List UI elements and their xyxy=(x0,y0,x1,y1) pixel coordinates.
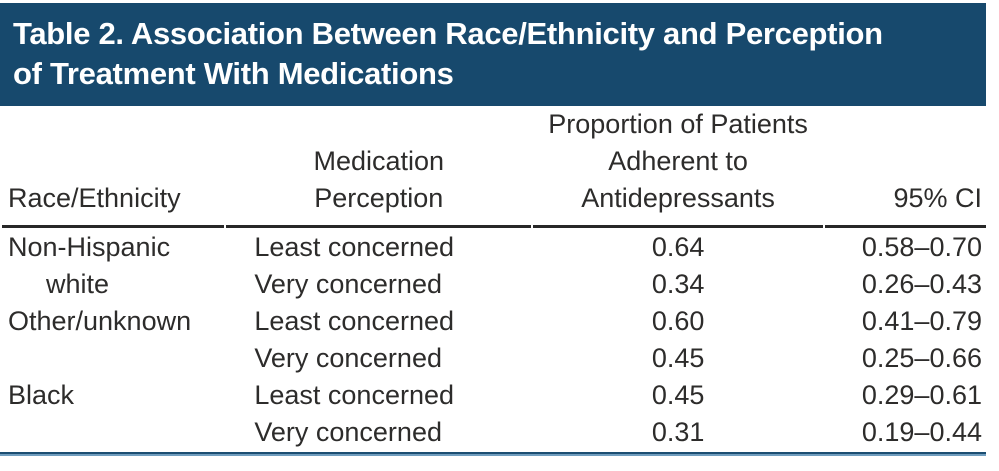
table-row: white Very concerned 0.34 0.26–0.43 xyxy=(2,265,986,302)
header-row: Race/Ethnicity Medication Perception Pro… xyxy=(2,106,986,228)
cell-race: Other/unknown xyxy=(8,305,192,336)
table-title: Table 2. Association Between Race/Ethnic… xyxy=(13,16,883,91)
column-header-proportion-adherent: Proportion of Patients Adherent to Antid… xyxy=(533,106,823,228)
table-row: Other/unknown Least concerned 0.60 0.41–… xyxy=(2,302,986,339)
cell-ci: 0.41–0.79 xyxy=(861,305,982,336)
table-row: Very concerned 0.31 0.19–0.44 xyxy=(2,413,986,450)
table-bottom-rule xyxy=(0,452,986,456)
cell-perception: Least concerned xyxy=(254,379,454,410)
cell-proportion: 0.31 xyxy=(651,416,705,447)
cell-proportion: 0.45 xyxy=(651,342,705,373)
cell-ci: 0.29–0.61 xyxy=(861,379,982,410)
cell-ci: 0.58–0.70 xyxy=(861,231,982,262)
column-header-95-ci: 95% CI xyxy=(824,106,986,228)
cell-perception: Very concerned xyxy=(254,268,442,299)
cell-ci: 0.19–0.44 xyxy=(861,416,982,447)
cell-perception: Least concerned xyxy=(254,305,454,336)
cell-perception: Very concerned xyxy=(254,342,442,373)
cell-proportion: 0.60 xyxy=(651,305,705,336)
table-title-banner: Table 2. Association Between Race/Ethnic… xyxy=(0,3,986,106)
table-header: Race/Ethnicity Medication Perception Pro… xyxy=(2,106,986,228)
column-header-medication-perception: Medication Perception xyxy=(226,106,532,228)
table-row: Black Least concerned 0.45 0.29–0.61 xyxy=(2,376,986,413)
cell-race: Black xyxy=(8,379,75,410)
table-row: Non-Hispanic Least concerned 0.64 0.58–0… xyxy=(2,228,986,265)
cell-ci: 0.26–0.43 xyxy=(861,268,982,299)
cell-proportion: 0.45 xyxy=(651,379,705,410)
cell-race xyxy=(2,413,224,450)
cell-perception: Least concerned xyxy=(254,231,454,262)
cell-race: Non-Hispanic xyxy=(8,231,171,262)
table-body: Non-Hispanic Least concerned 0.64 0.58–0… xyxy=(2,228,986,450)
cell-ci: 0.25–0.66 xyxy=(861,342,982,373)
data-table: Race/Ethnicity Medication Perception Pro… xyxy=(0,106,988,450)
bottom-rule-dark-line xyxy=(0,452,986,454)
column-header-race-ethnicity: Race/Ethnicity xyxy=(2,106,225,228)
cell-proportion: 0.34 xyxy=(651,268,705,299)
cell-perception: Very concerned xyxy=(254,416,442,447)
cell-proportion: 0.64 xyxy=(651,231,705,262)
bottom-rule-light-line xyxy=(0,454,986,456)
cell-race xyxy=(2,339,224,376)
table-row: Very concerned 0.45 0.25–0.66 xyxy=(2,339,986,376)
page: Table 2. Association Between Race/Ethnic… xyxy=(0,3,988,456)
cell-race: white xyxy=(46,268,110,299)
